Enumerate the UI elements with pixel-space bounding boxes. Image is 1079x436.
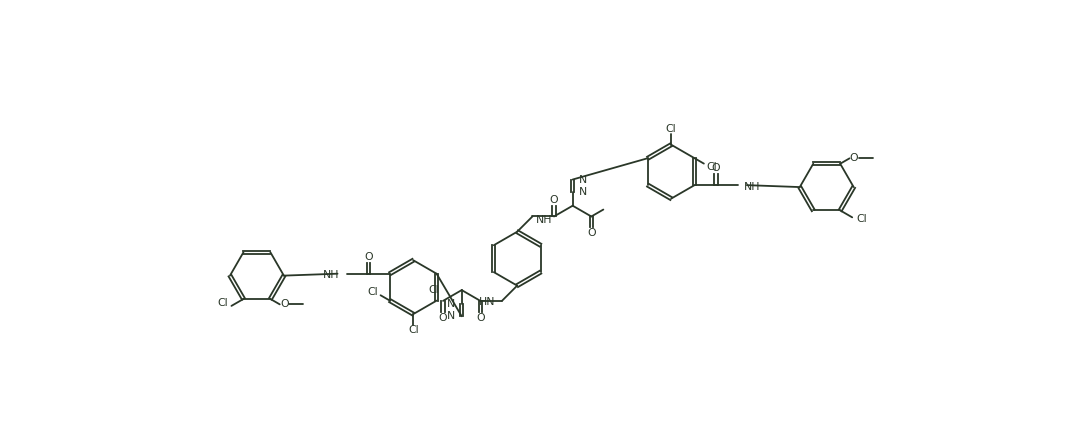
Text: Cl: Cl [856, 214, 866, 224]
Text: O: O [712, 163, 721, 173]
Text: Cl: Cl [408, 325, 419, 335]
Text: O: O [549, 194, 558, 204]
Text: O: O [281, 300, 289, 310]
Text: O: O [587, 228, 596, 238]
Text: NH: NH [536, 215, 552, 225]
Text: O: O [476, 313, 484, 323]
Text: N: N [578, 187, 587, 197]
Text: Cl: Cl [217, 298, 228, 308]
Text: HN: HN [479, 297, 495, 307]
Text: N: N [448, 299, 455, 309]
Text: N: N [578, 174, 587, 184]
Text: O: O [850, 153, 859, 164]
Text: NH: NH [323, 270, 339, 280]
Text: Cl: Cl [428, 285, 439, 295]
Text: NH: NH [743, 182, 761, 192]
Text: O: O [364, 252, 372, 262]
Text: N: N [448, 311, 455, 321]
Text: Cl: Cl [707, 162, 716, 172]
Text: O: O [439, 313, 448, 323]
Text: Cl: Cl [666, 123, 677, 133]
Text: Cl: Cl [368, 287, 378, 297]
